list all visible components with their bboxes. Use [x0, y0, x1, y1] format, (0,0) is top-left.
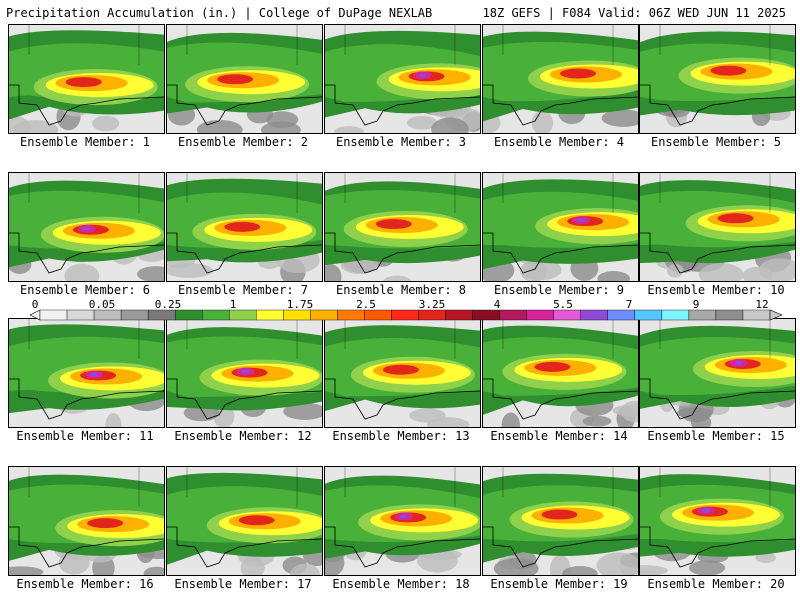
ensemble-member-map — [324, 172, 481, 282]
ensemble-member-map — [639, 172, 796, 282]
ensemble-member-label: Ensemble Member: 12 — [174, 429, 312, 443]
colorbar-swatch — [310, 309, 338, 321]
colorbar-tick-label: 5.5 — [553, 298, 573, 311]
ensemble-member-map — [324, 318, 481, 428]
colorbar-swatch — [364, 309, 392, 321]
ensemble-member-map — [482, 318, 639, 428]
colorbar-left-arrow — [30, 309, 41, 321]
colorbar-swatch — [715, 309, 744, 321]
ensemble-member-label: Ensemble Member: 2 — [177, 135, 309, 149]
ensemble-member-label: Ensemble Member: 6 — [19, 283, 151, 297]
ensemble-member-map — [8, 466, 165, 576]
colorbar-swatch — [688, 309, 717, 321]
colorbar-swatch — [256, 309, 284, 321]
ensemble-member-label: Ensemble Member: 7 — [177, 283, 309, 297]
colorbar-swatch — [202, 309, 230, 321]
ensemble-member-map — [482, 466, 639, 576]
colorbar-tick-label: 1.75 — [286, 298, 314, 311]
ensemble-member-map — [324, 24, 481, 134]
colorbar-swatch — [472, 309, 500, 321]
colorbar-swatch — [499, 309, 527, 321]
colorbar-swatch — [337, 309, 365, 321]
colorbar-swatch — [526, 309, 554, 321]
colorbar-swatch — [607, 309, 636, 321]
ensemble-member-label: Ensemble Member: 18 — [332, 577, 470, 591]
ensemble-member-map — [8, 172, 165, 282]
colorbar-swatch — [147, 309, 176, 321]
ensemble-member-map — [324, 466, 481, 576]
colorbar-swatch — [742, 309, 771, 321]
colorbar-tick-label: 9 — [692, 298, 700, 311]
colorbar-swatch — [93, 309, 122, 321]
ensemble-member-label: Ensemble Member: 11 — [16, 429, 154, 443]
colorbar-swatch — [283, 309, 311, 321]
ensemble-member-label: Ensemble Member: 17 — [174, 577, 312, 591]
ensemble-member-map — [8, 24, 165, 134]
precipitation-colorbar — [30, 309, 783, 321]
ensemble-member-map — [639, 318, 796, 428]
ensemble-member-label: Ensemble Member: 10 — [647, 283, 785, 297]
colorbar-swatch — [39, 309, 68, 321]
colorbar-tick-label: 12 — [755, 298, 769, 311]
ensemble-member-map — [639, 24, 796, 134]
ensemble-member-map — [482, 172, 639, 282]
chart-title: Precipitation Accumulation (in.) | Colle… — [6, 6, 433, 20]
ensemble-member-map — [8, 318, 165, 428]
ensemble-member-label: Ensemble Member: 19 — [490, 577, 628, 591]
valid-time-label: 18Z GEFS | F084 Valid: 06Z WED JUN 11 20… — [482, 6, 786, 20]
colorbar-swatch — [229, 309, 257, 321]
ensemble-member-map — [166, 466, 323, 576]
ensemble-member-label: Ensemble Member: 1 — [19, 135, 151, 149]
ensemble-member-label: Ensemble Member: 13 — [332, 429, 470, 443]
colorbar-swatch — [66, 309, 95, 321]
ensemble-member-map — [166, 172, 323, 282]
colorbar-tick-label: 0.25 — [154, 298, 182, 311]
colorbar-swatch — [120, 309, 149, 321]
colorbar-tick-label: 1 — [229, 298, 237, 311]
colorbar-swatch — [391, 309, 419, 321]
ensemble-member-label: Ensemble Member: 4 — [493, 135, 625, 149]
colorbar-tick-label: 7 — [625, 298, 633, 311]
ensemble-member-map — [482, 24, 639, 134]
ensemble-member-label: Ensemble Member: 14 — [490, 429, 628, 443]
ensemble-member-label: Ensemble Member: 5 — [650, 135, 782, 149]
ensemble-member-label: Ensemble Member: 9 — [493, 283, 625, 297]
ensemble-member-label: Ensemble Member: 3 — [335, 135, 467, 149]
ensemble-member-map — [166, 318, 323, 428]
colorbar-right-arrow — [769, 309, 783, 321]
ensemble-member-label: Ensemble Member: 20 — [647, 577, 785, 591]
colorbar-swatch — [634, 309, 663, 321]
ensemble-member-map — [639, 466, 796, 576]
colorbar-swatch — [445, 309, 473, 321]
ensemble-member-map — [166, 24, 323, 134]
ensemble-member-label: Ensemble Member: 16 — [16, 577, 154, 591]
ensemble-member-label: Ensemble Member: 15 — [647, 429, 785, 443]
colorbar-swatch — [553, 309, 581, 321]
colorbar-swatch — [418, 309, 446, 321]
colorbar-tick-label: 0 — [31, 298, 39, 311]
colorbar-swatch — [174, 309, 203, 321]
colorbar-tick-label: 2.5 — [356, 298, 376, 311]
colorbar-tick-label: 3.25 — [418, 298, 446, 311]
colorbar-swatch — [580, 309, 608, 321]
colorbar-swatch — [661, 309, 690, 321]
colorbar-tick-label: 0.05 — [88, 298, 116, 311]
ensemble-member-label: Ensemble Member: 8 — [335, 283, 467, 297]
colorbar-tick-label: 4 — [493, 298, 501, 311]
